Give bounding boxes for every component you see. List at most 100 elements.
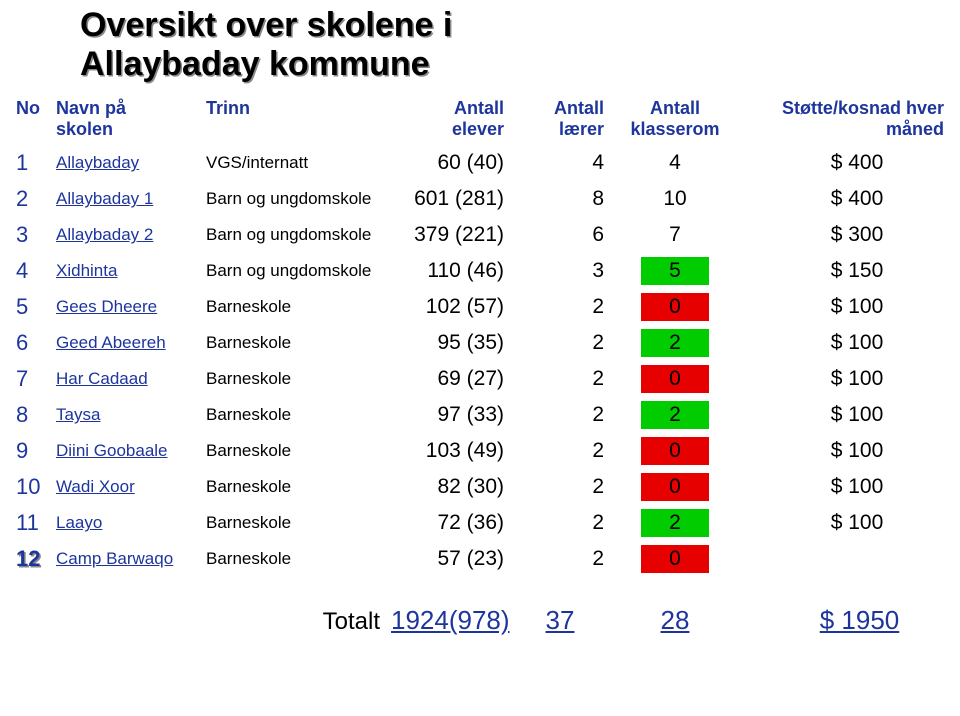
cell-elever: 103 (49) bbox=[390, 433, 510, 469]
cell-trinn: Barneskole bbox=[200, 541, 390, 577]
col-stotte: Støtte/kosnad hver måned bbox=[740, 96, 950, 145]
cell-school-name: Allaybaday bbox=[50, 145, 200, 181]
cell-no: 10 bbox=[10, 469, 50, 505]
cell-stotte: $ 100 bbox=[740, 469, 950, 505]
cell-klasserom: 7 bbox=[610, 217, 740, 253]
totals-empty bbox=[50, 577, 200, 637]
cell-elever: 110 (46) bbox=[390, 253, 510, 289]
cell-klasserom: 0 bbox=[610, 361, 740, 397]
cell-school-name: Gees Dheere bbox=[50, 289, 200, 325]
klasserom-badge: 0 bbox=[639, 543, 711, 575]
klasserom-badge: 4 bbox=[639, 149, 711, 177]
cell-no: 8 bbox=[10, 397, 50, 433]
table-row: 10Wadi XoorBarneskole82 (30)20 $ 100 bbox=[10, 469, 950, 505]
col-stotte-l1: Støtte/kosnad hver bbox=[746, 98, 944, 119]
totals-label: Totalt bbox=[200, 577, 390, 637]
cell-no: 9 bbox=[10, 433, 50, 469]
klasserom-badge: 2 bbox=[639, 507, 711, 539]
cell-school-name: Geed Abeereh bbox=[50, 325, 200, 361]
col-name: Navn på skolen bbox=[50, 96, 200, 145]
cell-elever: 95 (35) bbox=[390, 325, 510, 361]
cell-laerer: 2 bbox=[510, 289, 610, 325]
cell-school-name: Laayo bbox=[50, 505, 200, 541]
table-row: 8TaysaBarneskole97 (33)22$ 100 bbox=[10, 397, 950, 433]
cell-elever: 72 (36) bbox=[390, 505, 510, 541]
cell-trinn: Barneskole bbox=[200, 433, 390, 469]
cell-laerer: 2 bbox=[510, 469, 610, 505]
cell-laerer: 2 bbox=[510, 325, 610, 361]
col-klasserom-l1: Antall bbox=[616, 98, 734, 119]
col-laerer: Antall lærer bbox=[510, 96, 610, 145]
col-laerer-l2: lærer bbox=[516, 119, 604, 140]
klasserom-badge: 5 bbox=[639, 255, 711, 287]
cell-school-name: Wadi Xoor bbox=[50, 469, 200, 505]
cell-no: 4 bbox=[10, 253, 50, 289]
cell-trinn: Barneskole bbox=[200, 325, 390, 361]
page-title: Oversikt over skolene i Allaybaday kommu… bbox=[80, 6, 452, 84]
cell-stotte: $ 400 bbox=[740, 181, 950, 217]
cell-trinn: Barneskole bbox=[200, 397, 390, 433]
cell-no: 12 bbox=[10, 541, 50, 577]
schools-table: No Navn på skolen Trinn Antall elever An… bbox=[10, 96, 950, 637]
schools-table-wrap: No Navn på skolen Trinn Antall elever An… bbox=[10, 96, 950, 637]
cell-trinn: Barn og ungdomskole bbox=[200, 253, 390, 289]
klasserom-badge: 0 bbox=[639, 435, 711, 467]
cell-laerer: 3 bbox=[510, 253, 610, 289]
cell-school-name: Xidhinta bbox=[50, 253, 200, 289]
klasserom-badge: 0 bbox=[639, 291, 711, 323]
cell-klasserom: 2 bbox=[610, 505, 740, 541]
cell-school-name: Allaybaday 1 bbox=[50, 181, 200, 217]
cell-klasserom: 0 bbox=[610, 469, 740, 505]
col-name-l1: Navn på bbox=[56, 98, 194, 119]
cell-trinn: Barneskole bbox=[200, 505, 390, 541]
cell-trinn: Barn og ungdomskole bbox=[200, 217, 390, 253]
col-no: No bbox=[10, 96, 50, 145]
cell-stotte: $ 400 bbox=[740, 145, 950, 181]
table-row: 2Allaybaday 1Barn og ungdomskole601 (281… bbox=[10, 181, 950, 217]
cell-trinn: Barneskole bbox=[200, 361, 390, 397]
table-row: 1AllaybadayVGS/internatt60 (40)44$ 400 bbox=[10, 145, 950, 181]
cell-klasserom: 5 bbox=[610, 253, 740, 289]
cell-stotte: $ 150 bbox=[740, 253, 950, 289]
cell-elever: 69 (27) bbox=[390, 361, 510, 397]
cell-stotte: $ 100 bbox=[740, 505, 950, 541]
header-row: No Navn på skolen Trinn Antall elever An… bbox=[10, 96, 950, 145]
cell-elever: 102 (57) bbox=[390, 289, 510, 325]
totals-klasserom: 28 bbox=[610, 577, 740, 637]
col-elever: Antall elever bbox=[390, 96, 510, 145]
cell-no: 11 bbox=[10, 505, 50, 541]
totals-row: Totalt 1924(978) 37 28 $ 1950 bbox=[10, 577, 950, 637]
klasserom-badge: 10 bbox=[639, 185, 711, 213]
cell-elever: 60 (40) bbox=[390, 145, 510, 181]
cell-stotte: $ 100 bbox=[740, 397, 950, 433]
table-row: 4XidhintaBarn og ungdomskole110 (46)35 $ … bbox=[10, 253, 950, 289]
col-klasserom-l2: klasserom bbox=[616, 119, 734, 140]
table-row: 7Har CadaadBarneskole69 (27)20$ 100 bbox=[10, 361, 950, 397]
klasserom-badge: 7 bbox=[639, 221, 711, 249]
klasserom-badge: 0 bbox=[639, 471, 711, 503]
cell-trinn: Barn og ungdomskole bbox=[200, 181, 390, 217]
cell-klasserom: 10 bbox=[610, 181, 740, 217]
col-name-l2: skolen bbox=[56, 119, 194, 140]
cell-klasserom: 0 bbox=[610, 433, 740, 469]
col-elever-l1: Antall bbox=[396, 98, 504, 119]
totals-laerer: 37 bbox=[510, 577, 610, 637]
table-row: 5Gees DheereBarneskole102 (57)20$ 100 bbox=[10, 289, 950, 325]
col-klasserom: Antall klasserom bbox=[610, 96, 740, 145]
table-row: 12Camp BarwaqoBarneskole57 (23)20 bbox=[10, 541, 950, 577]
cell-school-name: Diini Goobaale bbox=[50, 433, 200, 469]
cell-elever: 82 (30) bbox=[390, 469, 510, 505]
cell-no: 7 bbox=[10, 361, 50, 397]
cell-school-name: Har Cadaad bbox=[50, 361, 200, 397]
cell-trinn: Barneskole bbox=[200, 469, 390, 505]
cell-laerer: 4 bbox=[510, 145, 610, 181]
cell-stotte bbox=[740, 541, 950, 577]
cell-school-name: Camp Barwaqo bbox=[50, 541, 200, 577]
cell-no: 3 bbox=[10, 217, 50, 253]
cell-elever: 57 (23) bbox=[390, 541, 510, 577]
klasserom-badge: 0 bbox=[639, 363, 711, 395]
col-trinn: Trinn bbox=[200, 96, 390, 145]
cell-stotte: $ 100 bbox=[740, 325, 950, 361]
cell-klasserom: 0 bbox=[610, 541, 740, 577]
cell-no: 2 bbox=[10, 181, 50, 217]
